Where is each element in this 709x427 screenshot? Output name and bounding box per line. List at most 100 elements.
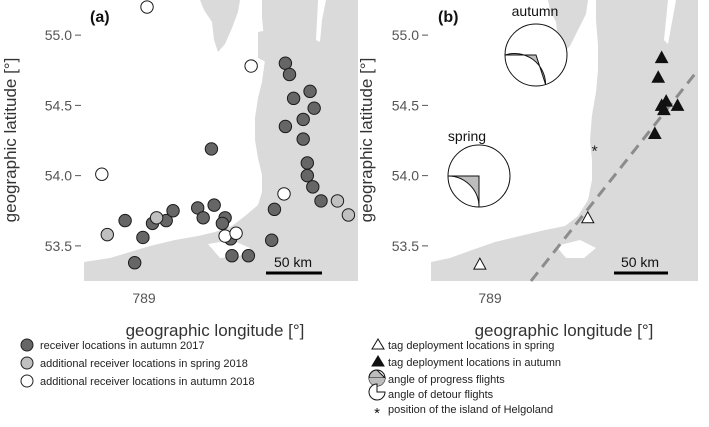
pie-autumn: autumn: [504, 3, 568, 87]
scale-bar-b: 50 km: [614, 254, 668, 275]
receiver-point: [296, 112, 310, 127]
legend-marker-spring-2018: [20, 356, 34, 370]
legend-label-autumn-tags: tag deployment locations in autumn: [388, 357, 561, 369]
land-islands-b2: [598, 30, 612, 64]
legend-label-spring-tags: tag deployment locations in spring: [388, 340, 554, 352]
helgoland-asterisk: *: [591, 143, 597, 160]
receiver-point: [229, 226, 243, 240]
receiver-point: [100, 227, 114, 242]
legend-filled-triangle-icon: [371, 355, 385, 367]
pie-spring-slices: [447, 144, 511, 208]
legend-asterisk-icon: *: [374, 405, 380, 422]
receiver-point: [341, 208, 356, 222]
y-tick-label: 54.5: [45, 97, 72, 113]
receiver-point: [136, 230, 150, 245]
land-islands-b1: [548, 0, 588, 54]
receiver-point: [307, 101, 321, 115]
pie-autumn-progress-slice: [504, 52, 547, 85]
sea-channel-b: [664, 0, 676, 44]
receiver-point: [118, 213, 132, 228]
autumn-tag-triangle: [657, 102, 671, 116]
panel-label-b: (b): [438, 9, 458, 26]
legend-label-autumn-2017: receiver locations in autumn 2017: [40, 340, 204, 352]
receiver-point: [149, 211, 164, 225]
autumn-tag-triangle: [647, 126, 662, 139]
land-islands-a1: [200, 0, 240, 52]
spring-tag-triangle: [580, 210, 595, 224]
y-tick-label: 53.5: [45, 238, 72, 254]
panel-b-points: *: [473, 50, 685, 270]
receiver-point: [314, 194, 328, 208]
y-ticks-a: 53.5 54.0 54.5 55.0: [45, 27, 81, 254]
y-tick-label: 55.0: [45, 27, 72, 43]
receiver-point: [215, 216, 230, 231]
scale-bar-label-b: 50 km: [621, 254, 659, 270]
receiver-point: [267, 202, 282, 217]
receiver-point: [264, 233, 279, 247]
legend-pie-detour-icon: [368, 383, 386, 401]
receiver-point: [282, 67, 297, 82]
legend-right: tag deployment locations in spring tag d…: [368, 338, 561, 422]
receiver-point: [278, 119, 293, 134]
receiver-point: [296, 132, 310, 146]
legend-open-triangle-icon: [371, 338, 385, 350]
legend-label-spring-2018: additional receiver locations in spring …: [40, 358, 248, 370]
x-tick-label-b: 789: [478, 290, 502, 306]
sea-inlet-a: [208, 240, 250, 258]
scale-bar-label-a: 50 km: [274, 254, 312, 270]
receiver-point: [241, 249, 256, 263]
legend-label-progress: angle of progress flights: [388, 374, 505, 386]
receiver-point: [207, 198, 221, 212]
receiver-point: [303, 84, 317, 99]
legend-marker-autumn-2017: [20, 338, 34, 352]
land-mainland-b: [431, 0, 698, 281]
receiver-point: [330, 194, 345, 208]
y-ticks-b: 53.5 54.0 54.5 55.0: [392, 27, 428, 254]
autumn-tag-triangle: [651, 70, 666, 83]
legend-pie-progress-icon: [368, 369, 387, 387]
receiver-point: [286, 91, 301, 106]
land-islands-a2: [258, 30, 272, 62]
x-axis-title-b: geographic longitude [°]: [475, 321, 654, 340]
receiver-point: [196, 211, 210, 225]
receiver-point: [95, 167, 109, 181]
spring-tag-triangle: [473, 257, 487, 270]
y-tick-label: 54.0: [45, 168, 72, 184]
receiver-point: [127, 256, 142, 270]
pie-spring-label: spring: [448, 128, 486, 144]
y-tick-label: 55.0: [392, 27, 419, 43]
autumn-tag-triangle: [654, 50, 669, 64]
legend-label-detour: angle of detour flights: [388, 389, 494, 401]
y-tick-label: 54.5: [392, 97, 419, 113]
pie-autumn-label: autumn: [512, 3, 559, 19]
panel-a-points: [95, 0, 356, 270]
legend-left: receiver locations in autumn 2017 additi…: [20, 338, 255, 388]
y-tick-label: 54.0: [392, 168, 419, 184]
receiver-point: [166, 204, 180, 218]
y-axis-title-b: geographic latitude [°]: [357, 58, 376, 223]
legend-label-helgoland: position of the island of Helgoland: [388, 404, 553, 416]
receiver-point: [244, 59, 258, 73]
sea-inlet-b: [556, 240, 596, 258]
receiver-point: [204, 142, 219, 156]
receiver-point: [278, 56, 293, 70]
legend-label-autumn-2018: additional receiver locations in autumn …: [40, 376, 255, 388]
y-tick-label: 53.5: [392, 238, 419, 254]
receiver-point: [218, 229, 232, 243]
pie-autumn-slices: [504, 23, 568, 87]
pie-spring-progress-slice: [447, 175, 480, 208]
panel-b-land: [431, 0, 698, 281]
sea-channel-a: [316, 0, 326, 42]
scale-bar-a: 50 km: [266, 254, 322, 275]
pie-spring: spring: [447, 128, 511, 208]
receiver-point: [140, 0, 154, 14]
panel-b: [431, 0, 700, 282]
receiver-point: [225, 249, 239, 263]
autumn-tag-triangle: [670, 98, 685, 111]
receiver-point: [277, 187, 291, 201]
legend-marker-autumn-2018: [20, 374, 34, 388]
receiver-point: [300, 168, 315, 183]
receiver-point: [300, 156, 315, 170]
x-tick-label-a: 789: [132, 290, 156, 306]
